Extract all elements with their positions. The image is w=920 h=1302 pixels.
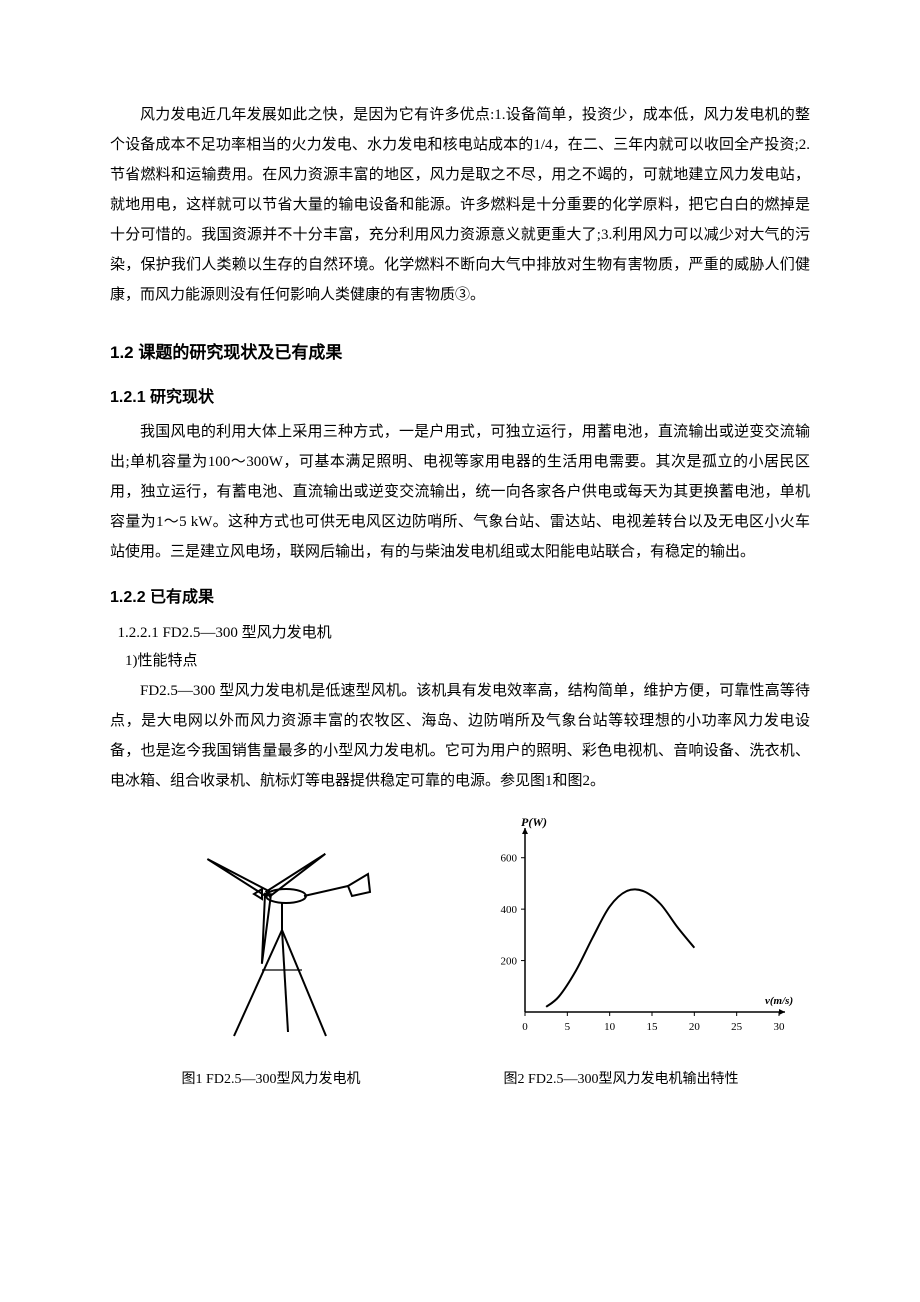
svg-text:20: 20	[689, 1021, 701, 1033]
item-1: 1)性能特点	[110, 646, 810, 676]
power-curve-chart: 200 400 600 0 5 10 15 20 25 30 P(W) v(m/s)	[474, 814, 800, 1044]
svg-text:400: 400	[500, 904, 517, 916]
svg-text:30: 30	[773, 1021, 785, 1033]
svg-text:200: 200	[500, 956, 517, 968]
subsection-1-2-1-heading: 1.2.1 研究现状	[110, 383, 810, 407]
subsubsection-1-2-2-1: 1.2.2.1 FD2.5—300 型风力发电机	[110, 621, 810, 642]
figure-2-cell: 200 400 600 0 5 10 15 20 25 30 P(W) v(m/s)	[474, 814, 800, 1044]
svg-text:10: 10	[604, 1021, 616, 1033]
figure-caption-row: 图1 FD2.5—300型风力发电机 图2 FD2.5—300型风力发电机输出特…	[110, 1068, 810, 1088]
svg-text:5: 5	[564, 1021, 570, 1033]
figure-2-caption: 图2 FD2.5—300型风力发电机输出特性	[504, 1068, 739, 1088]
svg-text:v(m/s): v(m/s)	[765, 995, 793, 1007]
power-curve-svg: 200 400 600 0 5 10 15 20 25 30 P(W) v(m/s)	[477, 814, 797, 1044]
para-1-2-2-1: FD2.5—300 型风力发电机是低速型风机。该机具有发电效率高，结构简单，维护…	[110, 676, 810, 796]
svg-text:0: 0	[522, 1021, 528, 1033]
figure-1-cell	[120, 814, 446, 1044]
intro-paragraph: 风力发电近几年发展如此之快，是因为它有许多优点:1.设备简单，投资少，成本低，风…	[110, 100, 810, 310]
svg-text:25: 25	[731, 1021, 743, 1033]
subsection-1-2-2-heading: 1.2.2 已有成果	[110, 583, 810, 607]
svg-text:600: 600	[500, 853, 517, 865]
svg-text:P(W): P(W)	[521, 815, 547, 829]
svg-text:15: 15	[646, 1021, 658, 1033]
turbine-drawing	[120, 814, 446, 1044]
para-1-2-1: 我国风电的利用大体上采用三种方式，一是户用式，可独立运行，用蓄电池，直流输出或逆…	[110, 417, 810, 567]
section-1-2-heading: 1.2 课题的研究现状及已有成果	[110, 338, 810, 363]
figure-1-caption: 图1 FD2.5—300型风力发电机	[182, 1068, 361, 1088]
wind-turbine-icon	[168, 814, 398, 1044]
figure-row: 200 400 600 0 5 10 15 20 25 30 P(W) v(m/s)	[110, 814, 810, 1044]
